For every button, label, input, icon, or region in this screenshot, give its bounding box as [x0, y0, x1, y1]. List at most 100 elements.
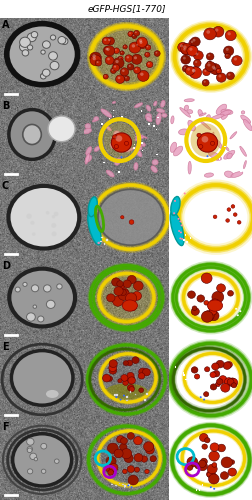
Ellipse shape [136, 150, 141, 157]
Circle shape [179, 44, 182, 47]
Circle shape [126, 372, 134, 379]
Circle shape [180, 238, 182, 240]
Circle shape [206, 64, 210, 66]
Circle shape [114, 144, 118, 148]
Circle shape [116, 436, 124, 443]
Circle shape [121, 448, 131, 458]
Circle shape [50, 62, 59, 70]
Circle shape [143, 442, 153, 452]
Circle shape [119, 398, 121, 400]
Circle shape [206, 471, 212, 478]
Ellipse shape [156, 108, 164, 113]
Ellipse shape [197, 110, 202, 116]
Circle shape [204, 62, 215, 72]
Circle shape [182, 56, 185, 59]
Circle shape [230, 383, 236, 388]
Ellipse shape [10, 26, 74, 82]
Circle shape [133, 30, 139, 36]
Bar [103, 162, 104, 163]
Bar [184, 379, 186, 380]
Circle shape [128, 475, 138, 485]
Text: F: F [2, 422, 8, 432]
Circle shape [236, 314, 238, 316]
Ellipse shape [83, 128, 91, 134]
Ellipse shape [208, 152, 220, 160]
Circle shape [154, 50, 160, 56]
Circle shape [134, 467, 139, 472]
Circle shape [129, 42, 140, 53]
Bar [210, 488, 212, 489]
Bar [124, 485, 125, 486]
Ellipse shape [87, 212, 101, 245]
Circle shape [41, 444, 47, 449]
Ellipse shape [178, 129, 188, 135]
Ellipse shape [145, 114, 151, 120]
Ellipse shape [230, 172, 242, 177]
Ellipse shape [85, 155, 91, 162]
Circle shape [216, 70, 218, 71]
Circle shape [108, 364, 116, 372]
Circle shape [119, 290, 126, 296]
Bar [106, 239, 108, 240]
Circle shape [186, 68, 189, 70]
Ellipse shape [187, 162, 191, 174]
Circle shape [123, 360, 128, 366]
Circle shape [51, 232, 56, 236]
Circle shape [110, 68, 116, 73]
Circle shape [208, 451, 218, 461]
Circle shape [119, 57, 120, 58]
Circle shape [43, 285, 51, 292]
Ellipse shape [125, 148, 135, 152]
Circle shape [127, 432, 134, 440]
Bar [244, 159, 246, 160]
Circle shape [186, 457, 197, 467]
Bar [155, 128, 157, 130]
Circle shape [27, 469, 33, 474]
Bar [103, 243, 105, 244]
Ellipse shape [13, 434, 71, 486]
Bar [186, 242, 187, 243]
Circle shape [127, 466, 134, 472]
Circle shape [123, 76, 129, 81]
Text: eGFP-HGS[1-770]: eGFP-HGS[1-770] [87, 4, 165, 14]
Bar [141, 142, 143, 144]
Circle shape [190, 37, 199, 46]
Ellipse shape [205, 114, 209, 121]
Circle shape [138, 373, 144, 379]
Ellipse shape [229, 132, 236, 139]
Circle shape [209, 443, 218, 452]
Circle shape [127, 384, 134, 391]
Bar [125, 396, 127, 398]
Ellipse shape [106, 170, 114, 177]
Circle shape [115, 75, 124, 84]
Bar [182, 239, 184, 240]
Circle shape [19, 42, 29, 51]
Bar [235, 148, 236, 150]
Bar [179, 374, 180, 375]
Ellipse shape [207, 300, 222, 311]
Circle shape [149, 456, 156, 462]
Ellipse shape [170, 196, 179, 216]
Circle shape [137, 39, 147, 48]
Circle shape [109, 360, 117, 368]
Circle shape [27, 45, 33, 50]
Circle shape [208, 299, 220, 310]
Circle shape [198, 144, 202, 148]
Circle shape [112, 64, 119, 71]
Ellipse shape [210, 114, 223, 119]
Ellipse shape [150, 166, 157, 172]
Circle shape [96, 61, 98, 63]
Ellipse shape [226, 153, 231, 159]
Text: B: B [2, 100, 9, 110]
Circle shape [129, 32, 130, 34]
Bar [223, 146, 225, 147]
Circle shape [192, 39, 195, 42]
Ellipse shape [220, 109, 232, 114]
Ellipse shape [187, 120, 195, 131]
Circle shape [128, 65, 130, 67]
Bar [112, 116, 114, 117]
Circle shape [199, 396, 201, 398]
Ellipse shape [200, 144, 203, 150]
Circle shape [106, 37, 114, 45]
Circle shape [51, 215, 55, 218]
